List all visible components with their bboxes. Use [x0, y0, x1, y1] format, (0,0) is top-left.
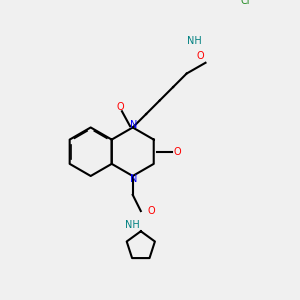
Text: N: N: [130, 174, 138, 184]
Text: O: O: [196, 51, 204, 61]
Text: Cl: Cl: [241, 0, 250, 6]
Text: NH: NH: [187, 36, 202, 46]
Text: O: O: [117, 102, 124, 112]
Text: O: O: [173, 147, 181, 157]
Text: NH: NH: [125, 220, 140, 230]
Text: N: N: [130, 120, 138, 130]
Text: O: O: [148, 206, 155, 216]
